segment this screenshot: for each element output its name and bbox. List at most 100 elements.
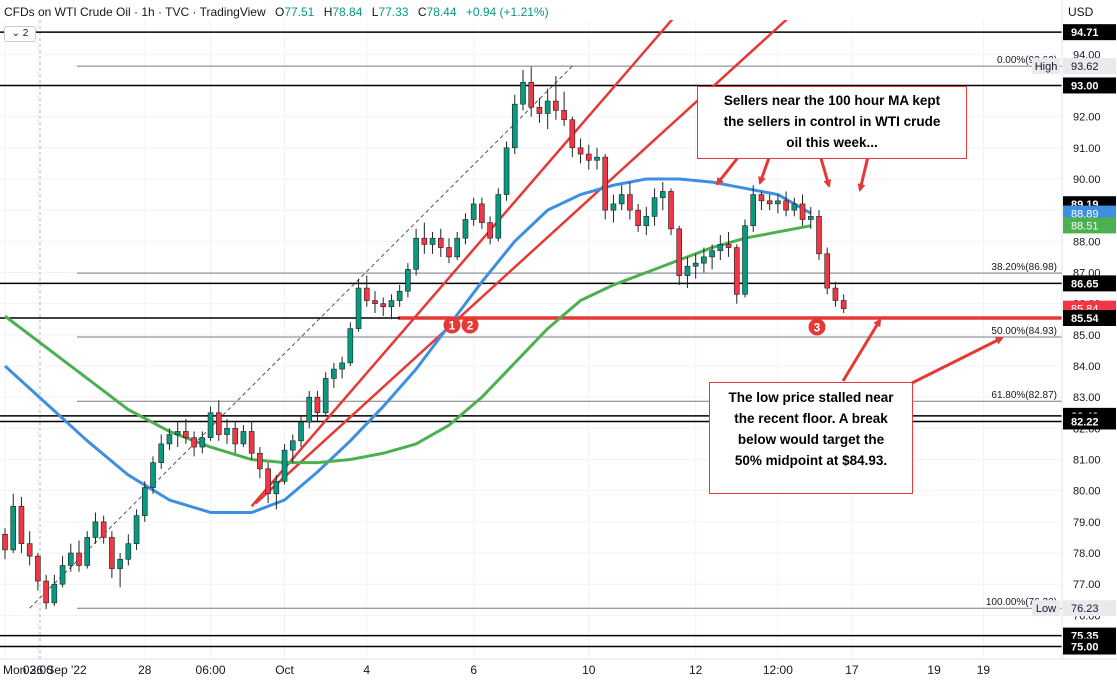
candle-body [355, 287, 362, 329]
low-value: 77.33 [378, 5, 409, 19]
fib-label: 50.00%(84.93) [991, 326, 1057, 337]
x-tick-label: Oct [275, 663, 294, 677]
candle-body [380, 303, 387, 308]
candle-body [676, 228, 683, 276]
close-value: 78.44 [426, 5, 457, 19]
annotation-bottom-line: below would target the [737, 432, 885, 447]
moving-average-line [4, 224, 812, 465]
candle-body [766, 200, 773, 205]
candle-body [429, 237, 436, 245]
symbol-title: CFDs on WTI Crude Oil · 1h · TVC · Tradi… [4, 5, 266, 19]
candle-body [495, 194, 502, 239]
open-label: O [274, 5, 285, 19]
price-label-bg [1063, 600, 1116, 617]
x-tick-label: 06:00 [196, 663, 226, 677]
candle-body [281, 449, 288, 482]
candle-body [314, 396, 321, 414]
candle-body [10, 505, 17, 551]
price-tag-bg [1032, 58, 1060, 75]
candle-body [84, 537, 91, 566]
candle-body [668, 191, 674, 230]
annotation-arrow [841, 318, 882, 382]
candle-body [487, 222, 493, 239]
price-label: 93.62 [1071, 61, 1099, 73]
candle-body [207, 412, 214, 438]
candle-body [750, 194, 757, 227]
candle-body [331, 368, 337, 379]
price-label: 75.00 [1071, 642, 1099, 654]
price-label-bg [1063, 638, 1116, 655]
annotation-bottom-line: The low price stalled near [728, 390, 894, 405]
candle-body [183, 431, 189, 438]
candle-body [807, 216, 814, 220]
y-tick-label: 80.00 [1073, 486, 1101, 498]
price-label-bg [1063, 217, 1116, 234]
price-tag-bg [1032, 600, 1060, 617]
y-tick-label: 90.00 [1073, 174, 1101, 186]
x-tick-label: 03:00 [23, 663, 53, 677]
candle-body [692, 262, 699, 267]
moving-average-line [3, 177, 812, 514]
y-tick-label: 83.00 [1073, 392, 1101, 404]
candle-body [553, 100, 559, 111]
candle-body [322, 378, 329, 414]
candle-body [824, 253, 831, 289]
x-tick-label: 6 [470, 663, 477, 677]
candle-body [585, 153, 592, 161]
candle-body [199, 437, 206, 448]
y-tick-label: 81.00 [1073, 455, 1101, 467]
marker-number: 1 [449, 319, 456, 333]
candle-body [257, 452, 263, 470]
annotation-top: Sellers near the 100 hour MA kept the se… [697, 86, 967, 159]
candle-body [240, 431, 247, 445]
y-tick-label: 77.00 [1073, 579, 1101, 591]
candle-body [133, 515, 140, 544]
candle-body [92, 521, 99, 538]
fib-label: 61.80%(82.87) [991, 390, 1057, 401]
x-tick-label: 4 [363, 663, 370, 677]
candle-body [100, 521, 107, 538]
indicator-toggle[interactable]: ⌄ 2 [4, 26, 36, 42]
candle-body [503, 147, 510, 195]
price-label: 85.54 [1071, 313, 1099, 325]
fib-levels: 0.00%(93.62) 38.20%(86.98) 50.00%(84.93) 61… [29, 55, 1062, 609]
annotation-top-line: the sellers in control in WTI crude [723, 114, 941, 129]
x-tick-label: 12 [689, 663, 703, 677]
candle-body [618, 194, 625, 205]
low-label: L [371, 5, 379, 19]
annotation-arrow [758, 154, 772, 185]
candle-body [635, 209, 641, 227]
x-tick-label: 19 [927, 663, 941, 677]
candle-body [248, 431, 255, 454]
candle-body [479, 203, 485, 223]
y-tick-label: 91.00 [1073, 143, 1101, 155]
annotation-top-line: oil this week... [786, 135, 878, 150]
annotation-top-line: Sellers near the 100 hour MA kept [723, 93, 941, 108]
candle-body [643, 216, 650, 227]
candle-body [511, 103, 518, 149]
annotation-bottom: The low price stalled near the recent fl… [709, 382, 913, 494]
x-tick-label: 17 [845, 663, 859, 677]
candles [2, 66, 847, 610]
candle-body [470, 203, 477, 220]
candle-body [298, 421, 304, 442]
price-label: 88.51 [1071, 220, 1099, 232]
candle-body [2, 534, 8, 551]
candle-body [339, 362, 345, 370]
marker-circle [461, 316, 479, 334]
candle-body [569, 119, 576, 149]
close-label: C [417, 5, 427, 19]
currency-label[interactable]: USD [1068, 5, 1094, 19]
price-tag-label: High [1035, 61, 1058, 73]
candle-body [18, 505, 25, 544]
candle-body [396, 290, 403, 301]
candle-body [224, 428, 230, 435]
price-label-bg [1063, 24, 1116, 41]
candle-body [577, 147, 584, 155]
x-tick-label: 12:00 [763, 663, 793, 677]
candle-body [709, 250, 715, 258]
candle-body [174, 431, 181, 435]
candle-body [59, 565, 66, 585]
annotation-arrow [715, 154, 742, 186]
